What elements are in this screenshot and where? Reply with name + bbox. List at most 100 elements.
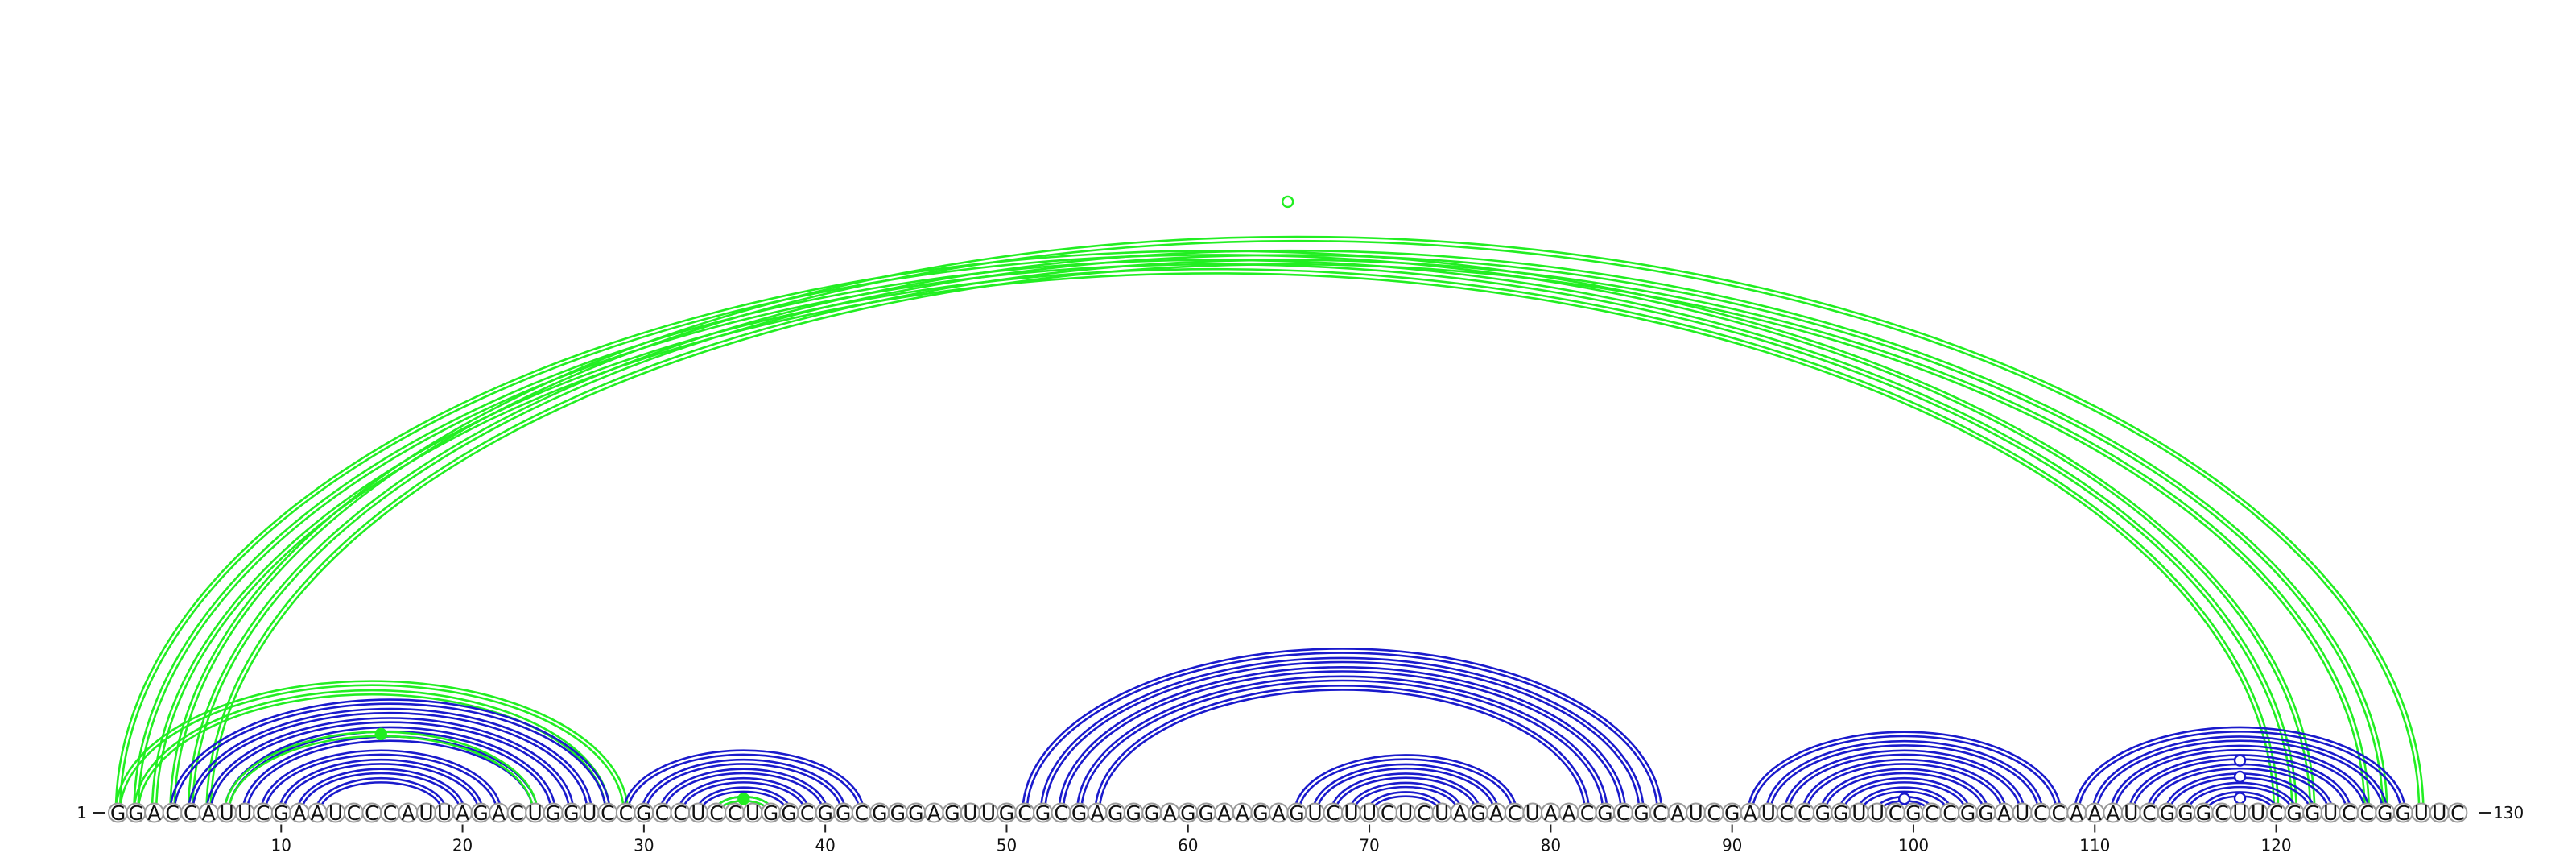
axis-tick-label-70: 70 — [1359, 836, 1379, 855]
nucleotide-35: C — [724, 801, 745, 825]
nucleotide-44: G — [887, 801, 908, 825]
nucleotide-letter: G — [872, 801, 887, 825]
nucleotide-13: U — [325, 801, 346, 825]
nucleotide-28: C — [597, 801, 618, 825]
nucleotide-20: A — [452, 801, 473, 825]
nucleotide-67: U — [1304, 801, 1325, 825]
nucleotide-letter: C — [347, 801, 361, 825]
nucleotide-letter: U — [1398, 801, 1413, 825]
nucleotide-58: G — [1141, 801, 1162, 825]
nucleotide-61: G — [1195, 801, 1216, 825]
nucleotide-78: C — [1504, 801, 1525, 825]
base-pair-arc-4-128-outer — [169, 235, 2425, 814]
nucleotide-letter: A — [311, 801, 324, 825]
start-label: 1 — [76, 803, 87, 822]
nucleotide-letter: U — [981, 801, 996, 825]
nucleotide-92: U — [1758, 801, 1779, 825]
base-pair-arc-30-41-inner — [645, 763, 843, 814]
nucleotide-letter: U — [745, 801, 760, 825]
base-pair-arc-29-42-inner — [626, 753, 861, 814]
nucleotide-letter: G — [1289, 801, 1304, 825]
nucleotide-letter: G — [2178, 801, 2193, 825]
arc-marker-3 — [737, 793, 750, 805]
nucleotide-letter: A — [492, 801, 506, 825]
axis-tick-label-80: 80 — [1541, 836, 1561, 855]
nucleotide-74: U — [1431, 801, 1452, 825]
nucleotide-letter: C — [1889, 801, 1902, 825]
nucleotide-104: G — [1975, 801, 1996, 825]
nucleotide-114: G — [2157, 801, 2178, 825]
axis-tick-label-110: 110 — [2079, 836, 2110, 855]
nucleotide-letter: G — [1108, 801, 1123, 825]
nucleotide-letter: C — [1417, 801, 1430, 825]
nucleotide-letter: G — [1597, 801, 1612, 825]
nucleotide-letter: A — [927, 801, 941, 825]
nucleotide-letter: C — [165, 801, 179, 825]
nucleotide-75: A — [1450, 801, 1471, 825]
nucleotide-128: U — [2411, 801, 2432, 825]
nucleotide-letter: A — [1453, 801, 1467, 825]
end-label: 130 — [2493, 803, 2524, 822]
base-pair-arc-55-82-outer — [1094, 685, 1591, 814]
nucleotide-letter: A — [1236, 801, 1249, 825]
nucleotide-letter: U — [2414, 801, 2429, 825]
base-pair-arc-55-82-inner — [1098, 689, 1587, 814]
nucleotide-22: A — [489, 801, 510, 825]
nucleotide-letter: U — [691, 801, 705, 825]
base-pair-arc-53-84-outer — [1058, 666, 1627, 814]
nucleotide-112: U — [2120, 801, 2141, 825]
base-pair-arc-67-77-outer — [1311, 763, 1500, 814]
nucleotide-96: G — [1831, 801, 1852, 825]
nucleotide-letter: A — [2088, 801, 2102, 825]
nucleotide-90: G — [1722, 801, 1743, 825]
nucleotide-letter: A — [1544, 801, 1558, 825]
nucleotide-56: G — [1105, 801, 1126, 825]
nucleotide-letter: U — [1307, 801, 1322, 825]
nucleotide-105: A — [1994, 801, 2015, 825]
nucleotide-119: U — [2248, 801, 2268, 825]
nucleotide-52: G — [1033, 801, 1054, 825]
nucleotide-25: G — [543, 801, 564, 825]
base-pair-arc-33-38-inner — [699, 790, 788, 814]
nucleotide-77: A — [1486, 801, 1507, 825]
nucleotide-letter: C — [800, 801, 814, 825]
nucleotide-120: C — [2266, 801, 2287, 825]
nucleotide-letter: G — [1125, 801, 1141, 825]
nucleotide-47: G — [942, 801, 963, 825]
nucleotide-letter: G — [1071, 801, 1087, 825]
axis-tick-label-120: 120 — [2260, 836, 2291, 855]
nucleotide-124: C — [2339, 801, 2359, 825]
base-pair-arc-31-40-inner — [663, 772, 824, 814]
base-pair-arc-12-19-inner — [318, 781, 444, 814]
base-pair-arc-51-86-inner — [1026, 652, 1659, 814]
nucleotide-29: C — [615, 801, 636, 825]
nucleotide-letter: U — [1761, 801, 1776, 825]
nucleotide-115: G — [2175, 801, 2196, 825]
nucleotide-letter: A — [1997, 801, 2011, 825]
base-pair-arc-54-83-inner — [1080, 679, 1604, 814]
base-pair-arc-94-105-outer — [1801, 758, 2008, 814]
axis-tick-label-10: 10 — [271, 836, 291, 855]
nucleotide-21: G — [470, 801, 491, 825]
nucleotide-letter: C — [1780, 801, 1794, 825]
nucleotide-87: A — [1667, 801, 1688, 825]
nucleotide-letter: G — [1905, 801, 1921, 825]
nucleotide-46: A — [923, 801, 944, 825]
base-pair-arc-4-28-outer — [169, 698, 611, 814]
nucleotide-57: G — [1123, 801, 1144, 825]
nucleotide-103: G — [1958, 801, 1979, 825]
nucleotide-11: A — [289, 801, 310, 825]
base-pair-arc-91-108-inner — [1751, 735, 2058, 814]
nucleotide-70: U — [1359, 801, 1380, 825]
nucleotide-18: U — [416, 801, 437, 825]
nucleotide-letter: G — [1199, 801, 1214, 825]
nucleotide-letter: C — [2342, 801, 2355, 825]
nucleotide-letter: C — [2142, 801, 2156, 825]
nucleotide-letter: C — [673, 801, 687, 825]
nucleotide-letter: C — [601, 801, 614, 825]
nucleotide-53: C — [1051, 801, 1071, 825]
base-pair-arc-12-19-outer — [314, 776, 448, 814]
nucleotide-letter: U — [2251, 801, 2265, 825]
nucleotide-letter: G — [1833, 801, 1848, 825]
